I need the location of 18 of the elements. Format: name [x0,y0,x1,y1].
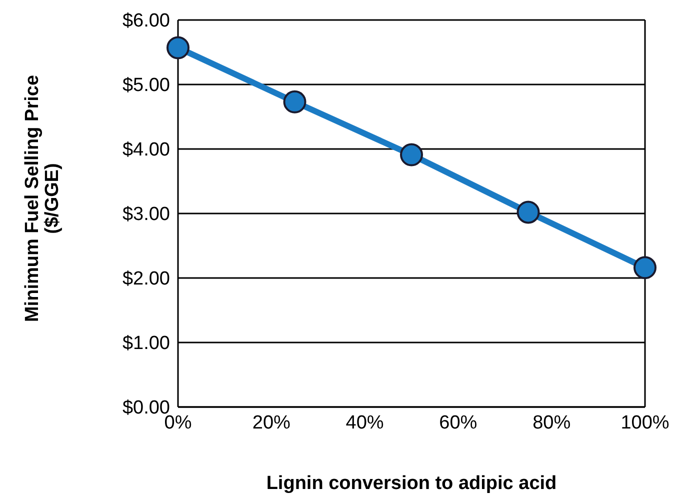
x-tick-label: 80% [532,412,571,434]
y-tick-label: $5.00 [122,75,170,96]
x-tick-label: 100% [620,412,670,434]
y-axis-title: Minimum Fuel Selling Price ($/GGE) [22,74,63,322]
y-tick-label: $2.00 [122,268,170,290]
point [634,256,656,280]
point [516,200,540,224]
y-tick-label: $3.00 [122,204,170,226]
y-tick-label: $6.00 [122,10,170,32]
x-tick-label: 40% [346,412,384,434]
x-axis-title: Lignin conversion to adipic acid [266,473,557,494]
y-tick-label: $4.00 [122,140,170,161]
x-tick-label: 20% [252,412,291,434]
point [166,36,190,60]
point [400,143,423,166]
x-tick-label: 60% [439,412,478,434]
y-tick-label: $1.00 [122,333,170,354]
point [283,90,306,114]
